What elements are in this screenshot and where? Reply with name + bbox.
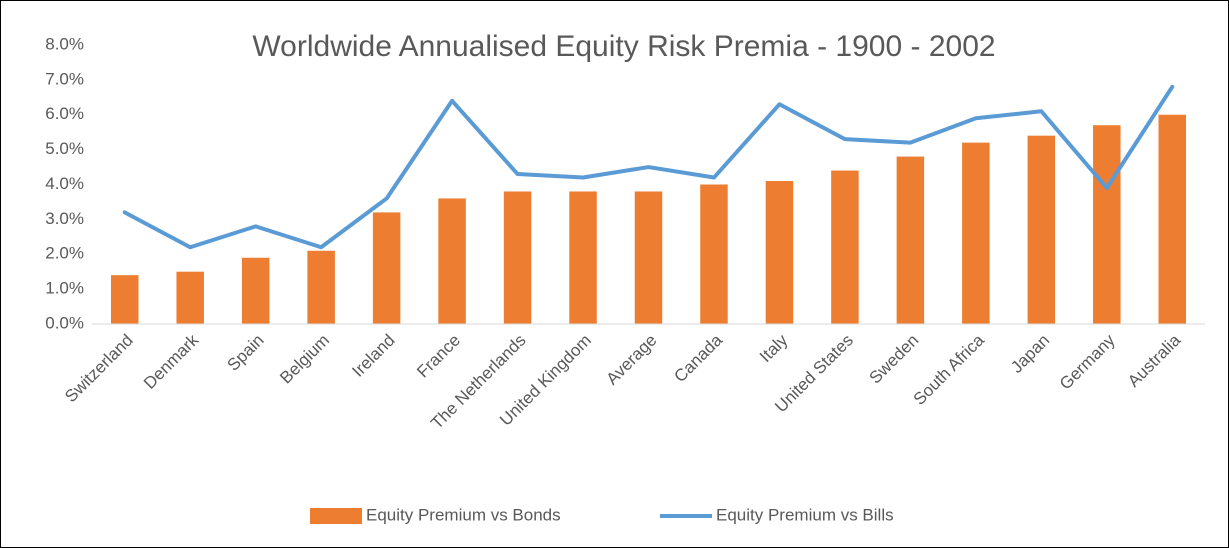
bar xyxy=(765,181,794,324)
legend-label: Equity Premium vs Bills xyxy=(716,505,894,524)
y-tick-label: 0.0% xyxy=(45,313,84,332)
bar xyxy=(307,250,335,324)
bar xyxy=(1027,135,1056,324)
bar xyxy=(700,184,728,324)
bar xyxy=(438,198,466,324)
y-tick-label: 5.0% xyxy=(45,139,84,158)
bar xyxy=(569,191,597,324)
bar xyxy=(896,156,925,324)
bar xyxy=(372,212,401,324)
y-tick-label: 4.0% xyxy=(45,174,84,193)
bar xyxy=(831,170,859,324)
bar xyxy=(176,271,204,324)
bar xyxy=(962,142,990,324)
y-tick-label: 3.0% xyxy=(45,209,84,228)
bar xyxy=(110,275,139,324)
bar xyxy=(1158,114,1187,324)
line xyxy=(122,84,1175,250)
y-tick-label: 8.0% xyxy=(45,34,84,53)
legend-swatch xyxy=(310,508,362,524)
bar xyxy=(1093,125,1121,325)
y-tick-label: 6.0% xyxy=(45,104,84,123)
bar xyxy=(634,191,663,324)
bar xyxy=(503,191,532,324)
legend-label: Equity Premium vs Bonds xyxy=(366,505,561,524)
y-tick-label: 7.0% xyxy=(45,69,84,88)
y-tick-label: 2.0% xyxy=(45,244,84,263)
chart-title: Worldwide Annualised Equity Risk Premia … xyxy=(252,30,995,63)
y-tick-label: 1.0% xyxy=(45,279,84,298)
bar xyxy=(241,257,270,324)
